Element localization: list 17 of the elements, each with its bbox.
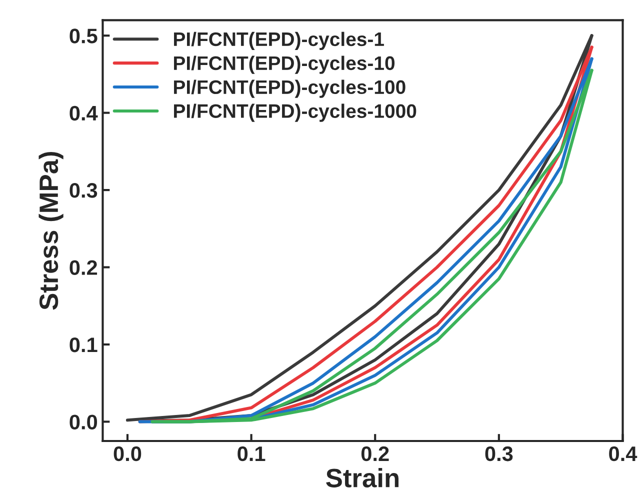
y-tick-label: 0.4 [70, 106, 98, 121]
x-tick-label: 0.1 [238, 446, 266, 462]
legend-label: PI/FCNT(EPD)-cycles-1 [174, 32, 384, 50]
legend-label: PI/FCNT(EPD)-cycles-10 [174, 56, 395, 74]
x-tick-label: 0.2 [361, 446, 389, 462]
x-tick-label: 0.3 [485, 446, 513, 462]
legend-label: PI/FCNT(EPD)-cycles-100 [174, 80, 406, 98]
y-tick-label: 0.3 [70, 183, 98, 198]
x-axis-title: Strain [326, 468, 398, 488]
y-tick-label: 0.0 [70, 414, 98, 430]
y-axis-title: Stress (MPa) [38, 152, 64, 310]
x-tick-label: 0.0 [114, 446, 142, 462]
x-tick-label: 0.4 [609, 446, 638, 462]
legend-label: PI/FCNT(EPD)-cycles-1000 [174, 104, 416, 122]
y-tick-label: 0.2 [70, 260, 98, 276]
y-tick-label: 0.1 [70, 337, 98, 352]
y-tick-label: 0.5 [70, 28, 98, 44]
